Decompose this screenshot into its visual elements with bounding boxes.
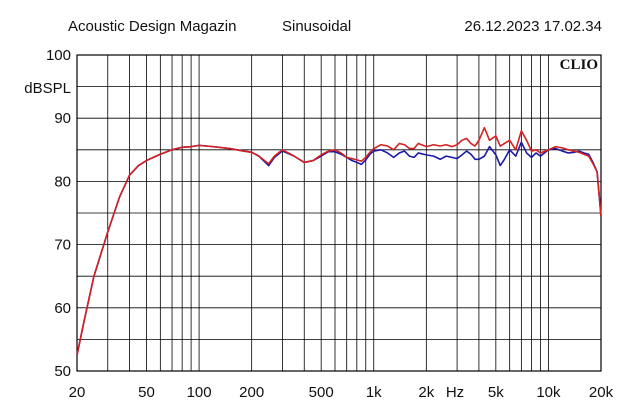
y-tick-label: 70 [54,237,71,254]
header-right-timestamp: 26.12.2023 17.02.34 [464,18,602,35]
grid-lines [77,55,601,371]
y-tick-labels: 50 60 70 80 90 100 [46,47,71,380]
x-tick-label: 2k [418,384,434,401]
x-tick-label: 200 [239,384,264,401]
y-axis-label: dBSPL [24,80,71,97]
y-tick-label: 90 [54,110,71,127]
y-tick-label: 60 [54,300,71,317]
y-tick-label: 100 [46,47,71,64]
x-tick-label: 5k [488,384,504,401]
y-tick-label: 80 [54,173,71,190]
clio-badge-bg [554,56,600,72]
series-line-2 [76,126,602,356]
x-tick-label: 500 [309,384,334,401]
y-tick-label: 50 [54,363,71,380]
x-axis-label: Hz [446,384,464,401]
x-tick-label: 20 [69,384,86,401]
clio-badge: CLIO [560,57,598,73]
series-line-1 [76,141,602,356]
x-tick-label: 1k [366,384,382,401]
x-tick-label: 20k [589,384,614,401]
x-tick-label: 100 [187,384,212,401]
x-tick-label: 50 [138,384,155,401]
series-group [76,126,602,356]
header-center-mode: Sinusoidal [282,18,351,35]
x-tick-label: 10k [536,384,561,401]
x-tick-labels: 20 50 100 200 500 1k 2k 5k 10k 20k [69,384,614,401]
header-left-title: Acoustic Design Magazin [68,18,236,35]
